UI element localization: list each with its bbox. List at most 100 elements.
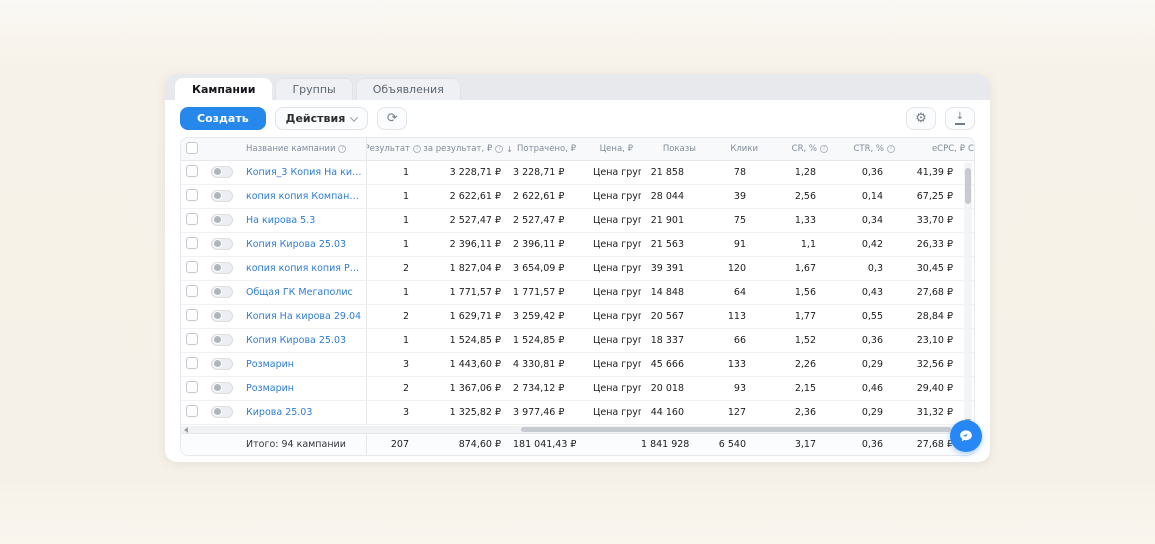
- create-button[interactable]: Создать: [180, 107, 266, 130]
- column-header-ecpc[interactable]: eCPC, ₽: [931, 144, 965, 154]
- table-row[interactable]: Копия Кирова 25.03 1 1 524,85 ₽ 1 524,85…: [181, 329, 974, 353]
- tab-ads[interactable]: Объявления: [355, 78, 461, 100]
- select-all-checkbox[interactable]: [186, 141, 198, 154]
- horizontal-scrollbar-thumb[interactable]: [521, 427, 951, 432]
- clicks-cell: 66: [733, 335, 746, 346]
- campaign-status-toggle[interactable]: [211, 285, 233, 298]
- column-header-result[interactable]: Результат?: [367, 144, 421, 154]
- row-checkbox[interactable]: [186, 309, 198, 321]
- campaign-name-link[interactable]: Копия_3 Копия На кирова 29.04: [246, 167, 364, 178]
- toggle-knob: [213, 383, 222, 393]
- table-row[interactable]: Копия_3 Копия На кирова 29.04 1 3 228,71…: [181, 161, 974, 185]
- price-cell: Цена группы: [593, 239, 641, 250]
- table-row[interactable]: Копия Кирова 25.03 1 2 396,11 ₽ 2 396,11…: [181, 233, 974, 257]
- cost-per-result-cell: 2 396,11 ₽: [449, 239, 501, 250]
- support-chat-button[interactable]: [950, 420, 982, 452]
- table-row[interactable]: Копия На кирова 29.04 2 1 629,71 ₽ 3 259…: [181, 305, 974, 329]
- campaign-name-link[interactable]: Розмарин: [246, 383, 294, 394]
- column-header-truncated[interactable]: Ст: [968, 144, 974, 154]
- scroll-left-arrow-icon[interactable]: [184, 427, 188, 433]
- column-header-ctr[interactable]: CTR, %?: [828, 144, 895, 154]
- vertical-scrollbar[interactable]: [964, 162, 972, 426]
- column-header-impressions[interactable]: Показы: [662, 144, 696, 154]
- campaign-status-toggle[interactable]: [211, 381, 233, 394]
- table-row[interactable]: Общая ГК Мегаполис 1 1 771,57 ₽ 1 771,57…: [181, 281, 974, 305]
- info-icon: ?: [338, 145, 347, 153]
- campaign-name-link[interactable]: копия копия копия Розмарин: [246, 263, 364, 274]
- result-cell: 2: [402, 263, 409, 274]
- row-checkbox[interactable]: [186, 237, 198, 249]
- campaign-status-toggle[interactable]: [211, 165, 233, 178]
- table-row[interactable]: Кирова 25.03 3 1 325,82 ₽ 3 977,46 ₽ Цен…: [181, 401, 974, 425]
- row-checkbox[interactable]: [186, 333, 198, 345]
- actions-label: Действия: [285, 112, 346, 125]
- price-cell: Цена группы: [593, 167, 641, 178]
- toggle-knob: [213, 287, 222, 297]
- refresh-button[interactable]: ⟳: [377, 107, 408, 130]
- row-checkbox[interactable]: [186, 261, 198, 273]
- row-checkbox[interactable]: [186, 213, 198, 225]
- ecpc-cell: 26,33 ₽: [916, 239, 953, 250]
- table-row[interactable]: Розмарин 2 1 367,06 ₽ 2 734,12 ₽ Цена гр…: [181, 377, 974, 401]
- price-cell: Цена группы: [593, 359, 641, 370]
- row-checkbox[interactable]: [186, 189, 198, 201]
- column-header-price[interactable]: Цена, ₽: [599, 144, 633, 154]
- row-checkbox[interactable]: [186, 405, 198, 417]
- row-checkbox[interactable]: [186, 285, 198, 297]
- cost-per-result-cell: 1 367,06 ₽: [449, 383, 501, 394]
- tab-groups[interactable]: Группы: [275, 78, 353, 100]
- table-row[interactable]: копия копия Компания 30.01 Розм... 1 2 6…: [181, 185, 974, 209]
- tab-campaigns[interactable]: Кампании: [175, 78, 273, 100]
- impressions-cell: 14 848: [650, 287, 684, 298]
- totals-clicks: 6 540: [718, 439, 746, 450]
- clicks-cell: 39: [733, 191, 746, 202]
- campaign-name-link[interactable]: Копия На кирова 29.04: [246, 311, 362, 322]
- campaign-name-link[interactable]: Общая ГК Мегаполис: [246, 287, 353, 298]
- impressions-cell: 21 901: [650, 215, 684, 226]
- horizontal-scrollbar[interactable]: [181, 426, 974, 433]
- campaign-name-link[interactable]: Копия Кирова 25.03: [246, 335, 347, 346]
- refresh-icon: ⟳: [386, 111, 398, 126]
- column-header-cost-per-result[interactable]: Цена за результат, ₽?↓: [421, 144, 513, 154]
- campaign-status-toggle[interactable]: [211, 213, 233, 226]
- row-checkbox[interactable]: [186, 165, 198, 177]
- campaign-status-toggle[interactable]: [211, 405, 233, 418]
- column-header-spent[interactable]: Потрачено, ₽: [517, 144, 576, 154]
- campaign-name-link[interactable]: Копия Кирова 25.03: [246, 239, 347, 250]
- cr-cell: 2,15: [794, 383, 816, 394]
- campaigns-panel: Кампании Группы Объявления Создать Дейст…: [165, 74, 990, 462]
- result-cell: 1: [402, 191, 409, 202]
- campaign-status-toggle[interactable]: [211, 333, 233, 346]
- result-cell: 1: [402, 239, 409, 250]
- campaign-name-link[interactable]: копия копия Компания 30.01 Розм...: [246, 191, 364, 202]
- table-row[interactable]: На кирова 5.3 1 2 527,47 ₽ 2 527,47 ₽ Це…: [181, 209, 974, 233]
- actions-dropdown-button[interactable]: Действия: [274, 107, 369, 130]
- campaign-name-link[interactable]: Кирова 25.03: [246, 407, 313, 418]
- result-cell: 3: [402, 407, 409, 418]
- row-checkbox[interactable]: [186, 381, 198, 393]
- column-header-clicks[interactable]: Клики: [730, 144, 758, 154]
- vertical-scrollbar-thumb[interactable]: [965, 168, 971, 204]
- spent-cell: 3 228,71 ₽: [513, 167, 565, 178]
- result-cell: 2: [402, 311, 409, 322]
- campaign-status-toggle[interactable]: [211, 357, 233, 370]
- column-header-name[interactable]: Название кампании ?: [241, 138, 367, 160]
- export-button[interactable]: ↓: [945, 107, 975, 130]
- price-cell: Цена группы: [593, 335, 641, 346]
- ecpc-cell: 41,39 ₽: [916, 167, 953, 178]
- row-checkbox[interactable]: [186, 357, 198, 369]
- table-row[interactable]: копия копия копия Розмарин 2 1 827,04 ₽ …: [181, 257, 974, 281]
- campaign-name-link[interactable]: Розмарин: [246, 359, 294, 370]
- totals-impressions: 1 841 928: [641, 439, 690, 450]
- totals-row: Итого: 94 кампании 207 874,60 ₽ 181 041,…: [181, 433, 974, 455]
- campaign-status-toggle[interactable]: [211, 309, 233, 322]
- clicks-cell: 113: [727, 311, 746, 322]
- campaign-status-toggle[interactable]: [211, 237, 233, 250]
- column-header-cr[interactable]: CR, %?: [758, 144, 828, 154]
- campaign-status-toggle[interactable]: [211, 189, 233, 202]
- ecpc-cell: 31,32 ₽: [916, 407, 953, 418]
- table-row[interactable]: Розмарин 3 1 443,60 ₽ 4 330,81 ₽ Цена гр…: [181, 353, 974, 377]
- campaign-name-link[interactable]: На кирова 5.3: [246, 215, 316, 226]
- campaign-status-toggle[interactable]: [211, 261, 233, 274]
- settings-button[interactable]: ⚙: [906, 107, 936, 130]
